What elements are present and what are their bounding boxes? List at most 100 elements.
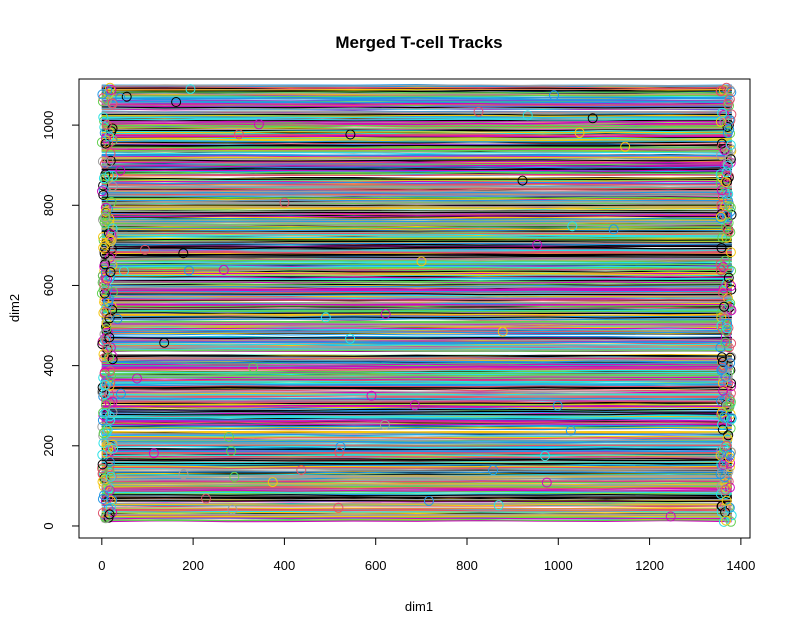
track-point bbox=[722, 371, 733, 382]
track-line bbox=[101, 211, 732, 214]
track-point bbox=[101, 337, 112, 348]
track-line bbox=[101, 385, 732, 388]
track-line bbox=[101, 331, 732, 334]
track-line bbox=[101, 268, 732, 271]
track-line bbox=[101, 468, 732, 471]
track-line bbox=[101, 237, 732, 240]
track-point bbox=[98, 173, 109, 184]
track-point bbox=[718, 287, 728, 298]
track-line bbox=[101, 318, 732, 321]
track-line bbox=[101, 122, 732, 125]
track-line bbox=[101, 433, 732, 437]
track-line bbox=[101, 355, 732, 358]
track-line bbox=[101, 206, 732, 210]
track-line bbox=[101, 395, 732, 398]
track-point bbox=[140, 244, 150, 255]
track-point bbox=[716, 185, 727, 196]
track-point bbox=[722, 170, 732, 181]
track-line bbox=[101, 221, 732, 224]
track-point bbox=[320, 312, 331, 323]
track-point bbox=[608, 224, 619, 235]
track-line bbox=[101, 293, 732, 296]
track-line bbox=[101, 224, 732, 227]
track-line bbox=[101, 130, 732, 133]
track-line bbox=[101, 458, 732, 461]
track-point bbox=[100, 475, 111, 486]
track-line bbox=[101, 489, 732, 492]
y-tick-label: 200 bbox=[41, 435, 56, 457]
track-point bbox=[522, 110, 533, 121]
track-point bbox=[105, 377, 116, 388]
track-point bbox=[726, 109, 737, 120]
track-point bbox=[665, 511, 676, 522]
x-tick-label: 200 bbox=[182, 558, 204, 573]
track-line bbox=[101, 156, 732, 159]
track-line bbox=[101, 355, 732, 359]
track-line bbox=[101, 390, 732, 393]
track-line bbox=[101, 265, 732, 268]
track-point bbox=[99, 261, 110, 272]
track-point bbox=[721, 167, 732, 178]
track-line bbox=[101, 133, 732, 136]
track-line bbox=[101, 347, 732, 350]
track-point bbox=[717, 378, 728, 389]
track-point bbox=[725, 153, 736, 164]
track-point bbox=[97, 459, 108, 470]
track-point bbox=[201, 493, 211, 504]
x-tick-label: 600 bbox=[365, 558, 387, 573]
track-point bbox=[107, 98, 118, 109]
track-line bbox=[101, 191, 732, 194]
track-line bbox=[101, 242, 732, 246]
track-point bbox=[720, 177, 731, 187]
track-point bbox=[99, 408, 110, 419]
track-line bbox=[101, 444, 732, 447]
track-point bbox=[722, 99, 733, 109]
track-point bbox=[718, 516, 729, 527]
track-point bbox=[98, 235, 109, 246]
track-point bbox=[185, 84, 196, 95]
track-line bbox=[101, 365, 732, 369]
track-point bbox=[717, 232, 728, 243]
track-line bbox=[101, 194, 732, 197]
track-line bbox=[101, 199, 732, 202]
track-line bbox=[101, 89, 732, 92]
track-point bbox=[226, 446, 237, 456]
track-line bbox=[101, 140, 732, 143]
track-point bbox=[106, 371, 116, 381]
track-line bbox=[101, 476, 732, 479]
track-point bbox=[101, 481, 112, 491]
track-point bbox=[104, 170, 114, 181]
track-line bbox=[101, 198, 732, 201]
track-line bbox=[101, 361, 732, 364]
track-point bbox=[716, 506, 727, 517]
track-point bbox=[493, 500, 504, 511]
x-tick-label: 400 bbox=[274, 558, 296, 573]
track-line bbox=[101, 301, 732, 304]
track-line bbox=[101, 404, 732, 407]
track-line bbox=[101, 91, 732, 94]
track-point bbox=[722, 128, 733, 139]
track-line bbox=[101, 391, 732, 395]
track-line bbox=[101, 251, 732, 254]
track-point bbox=[345, 333, 356, 344]
track-point bbox=[565, 425, 576, 436]
track-point bbox=[717, 364, 728, 374]
track-line bbox=[101, 517, 732, 520]
track-point bbox=[726, 378, 736, 389]
track-line bbox=[101, 427, 732, 431]
track-point bbox=[233, 129, 244, 140]
track-line bbox=[101, 226, 732, 229]
track-point bbox=[98, 242, 109, 253]
track-line bbox=[101, 116, 732, 119]
track-line bbox=[101, 379, 732, 382]
y-axis-label: dim2 bbox=[7, 294, 22, 322]
track-point bbox=[178, 469, 189, 480]
track-point bbox=[103, 297, 114, 308]
track-line bbox=[101, 399, 732, 402]
track-line bbox=[101, 513, 732, 516]
track-points bbox=[96, 82, 737, 527]
track-line bbox=[101, 421, 732, 424]
track-line bbox=[101, 220, 732, 223]
track-line bbox=[101, 515, 732, 518]
track-point bbox=[723, 155, 734, 166]
